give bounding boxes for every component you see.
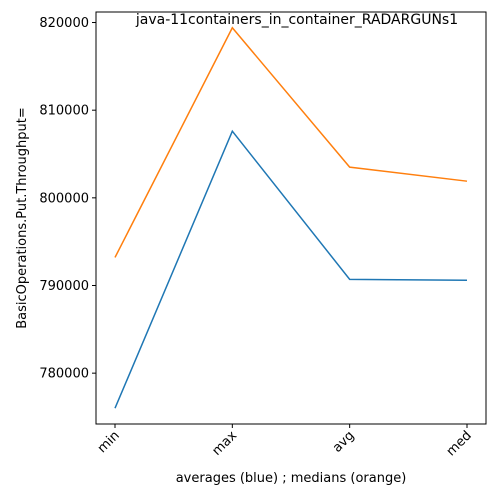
y-axis-label: BasicOperations.Put.Throughput= [15,107,30,329]
x-axis-label: averages (blue) ; medians (orange) [176,471,407,486]
x-tick-label: med [444,428,475,459]
series-layer [114,26,468,409]
series-line-2 [114,26,468,258]
y-axis: 780000 790000 800000 810000 820000 [39,16,96,382]
series-line-1 [114,129,468,409]
y-tick-label: 780000 [39,367,89,382]
y-tick-label: 800000 [39,191,89,206]
plot-frame [95,11,487,425]
x-axis: min max avg med [95,424,475,459]
x-tick-label: min [95,428,123,456]
chart-title: java-11containers_in_container_RADARGUNs… [135,12,458,28]
y-tick-label: 810000 [39,104,89,119]
y-tick-label: 820000 [39,16,89,31]
y-tick-label: 790000 [39,279,89,294]
x-tick-label: max [210,428,241,459]
x-tick-label: avg [330,428,358,456]
